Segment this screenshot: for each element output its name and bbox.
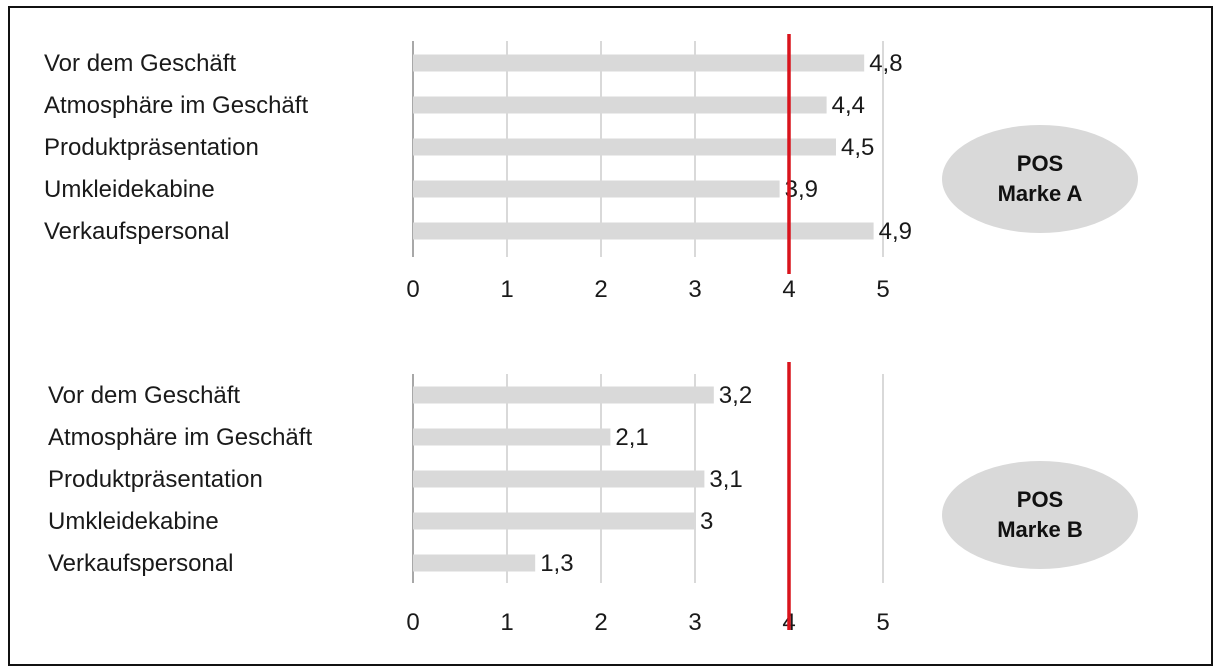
data-label: 4,9 xyxy=(879,218,912,245)
category-label: Produktpräsentation xyxy=(48,466,263,493)
data-label: 3,1 xyxy=(709,466,742,493)
category-label: Umkleidekabine xyxy=(48,508,219,535)
bar xyxy=(413,470,705,488)
bar xyxy=(413,96,827,114)
category-label: Produktpräsentation xyxy=(44,134,259,161)
category-label: Atmosphäre im Geschäft xyxy=(44,92,308,119)
badge-line1: POS xyxy=(1016,151,1064,176)
badge-line2: Marke A xyxy=(997,181,1083,206)
bar xyxy=(413,386,714,404)
bar xyxy=(413,54,865,72)
tick-label: 2 xyxy=(594,276,607,303)
bar xyxy=(413,512,695,530)
tick-label: 0 xyxy=(406,609,419,636)
data-label: 2,1 xyxy=(615,424,648,451)
data-label: 3 xyxy=(700,508,713,535)
badge-line2: Marke B xyxy=(997,517,1083,542)
bar xyxy=(413,428,611,446)
category-label: Verkaufspersonal xyxy=(48,550,233,577)
category-label: Verkaufspersonal xyxy=(44,218,229,245)
category-label: Umkleidekabine xyxy=(44,176,215,203)
charts-canvas: Vor dem Geschäft 4,8 Atmosphäre im Geschäf… xyxy=(44,34,912,636)
data-label: 3,2 xyxy=(719,382,752,409)
tick-label: 2 xyxy=(594,609,607,636)
badge-marke-a: POS Marke A xyxy=(942,125,1138,233)
tick-label: 4 xyxy=(782,276,795,303)
bar xyxy=(413,180,780,198)
tick-label: 0 xyxy=(406,276,419,303)
category-label: Vor dem Geschäft xyxy=(44,50,236,77)
data-label: 4,5 xyxy=(841,134,874,161)
category-label: Atmosphäre im Geschäft xyxy=(48,424,312,451)
tick-label: 1 xyxy=(500,276,513,303)
bar xyxy=(413,222,874,240)
badge-marke-b: POS Marke B xyxy=(942,461,1138,569)
bar xyxy=(413,138,836,156)
badge-line1: POS xyxy=(1016,487,1064,512)
tick-label: 5 xyxy=(876,609,889,636)
bar xyxy=(413,554,536,572)
tick-label: 1 xyxy=(500,609,513,636)
data-label: 1,3 xyxy=(540,550,573,577)
category-label: Vor dem Geschäft xyxy=(48,382,240,409)
data-label: 4,8 xyxy=(869,50,902,77)
tick-label: 3 xyxy=(688,276,701,303)
tick-label: 5 xyxy=(876,276,889,303)
tick-label: 3 xyxy=(688,609,701,636)
data-label: 4,4 xyxy=(832,92,865,119)
